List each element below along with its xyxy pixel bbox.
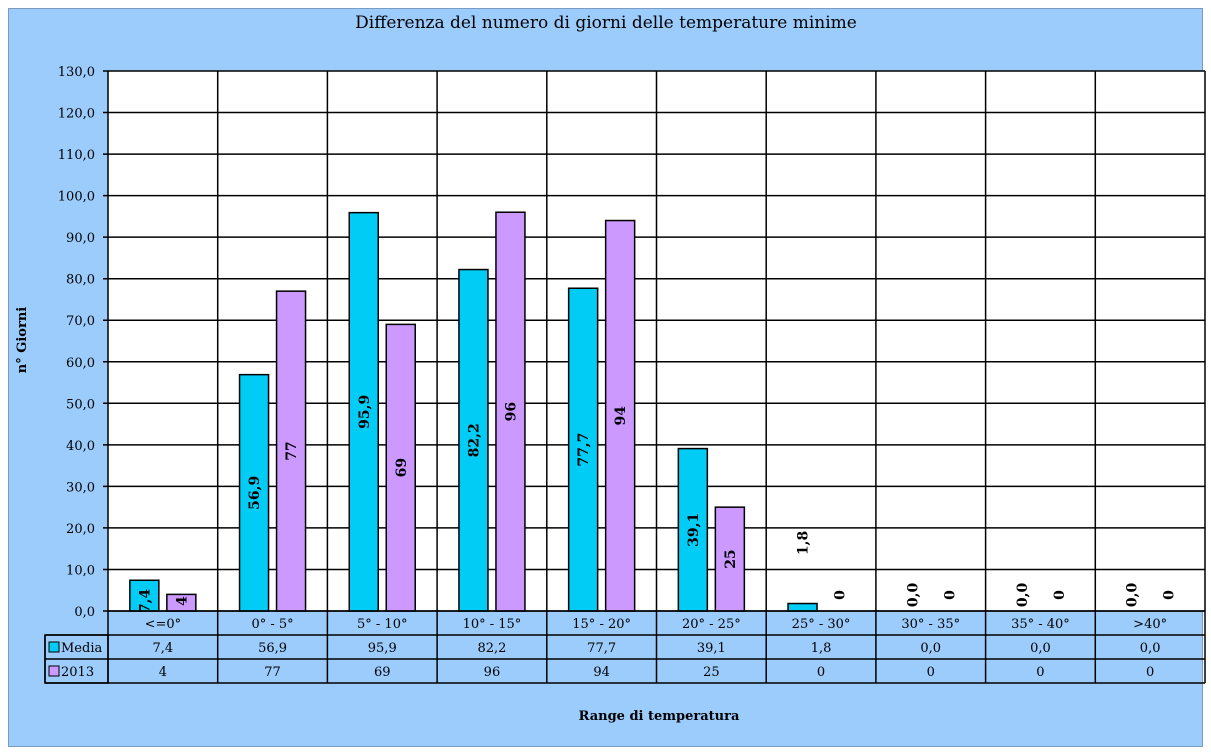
table-value: 39,1: [697, 641, 726, 656]
y-tick-label: 30,0: [66, 480, 95, 495]
data-label: 7,4: [137, 589, 153, 614]
table-value: 94: [593, 665, 610, 680]
data-label: 0: [1052, 590, 1068, 600]
data-label: 96: [503, 402, 519, 421]
table-value: 0,0: [1140, 641, 1161, 656]
data-label: 4: [174, 596, 190, 606]
data-label: 0,0: [1125, 583, 1141, 608]
data-label: 0: [942, 590, 958, 600]
x-axis-label: Range di temperatura: [579, 709, 740, 724]
table-value: 7,4: [153, 641, 174, 656]
table-value: 0: [1036, 665, 1044, 680]
data-label: 77: [284, 441, 300, 460]
y-tick-label: 40,0: [66, 439, 95, 454]
table-value: 77,7: [587, 641, 616, 656]
y-tick-label: 0,0: [74, 605, 95, 620]
table-value: 96: [484, 665, 501, 680]
x-tick-label: 30° - 35°: [901, 617, 960, 632]
table-value: 82,2: [477, 641, 506, 656]
x-tick-label: 35° - 40°: [1011, 617, 1070, 632]
bar-media: [677, 447, 709, 612]
data-label: 82,2: [466, 423, 482, 457]
y-tick-label: 70,0: [66, 314, 95, 329]
data-label: 0: [833, 590, 849, 600]
y-tick-label: 60,0: [66, 356, 95, 371]
y-tick-label: 120,0: [58, 107, 95, 122]
data-label: 1,8: [796, 531, 812, 555]
bar-2013: [714, 506, 746, 612]
table-value: 25: [703, 665, 720, 680]
x-tick-label: 0° - 5°: [251, 617, 293, 632]
bar-2013: [604, 219, 636, 612]
data-label: 0,0: [1015, 583, 1031, 608]
data-label: 69: [394, 458, 410, 477]
data-label: 56,9: [247, 476, 263, 510]
chart-title: Differenza del numero di giorni delle te…: [355, 13, 857, 33]
x-tick-label: 15° - 20°: [572, 617, 631, 632]
data-label: 39,1: [686, 513, 702, 547]
table-value: 77: [264, 665, 281, 680]
x-tick-label: 10° - 15°: [463, 617, 522, 632]
x-tick-label: 20° - 25°: [682, 617, 741, 632]
table-value: 4: [159, 665, 167, 680]
y-tick-label: 90,0: [66, 231, 95, 246]
table-value: 0,0: [920, 641, 941, 656]
x-tick-label: 5° - 10°: [357, 617, 407, 632]
bar-2013: [385, 323, 416, 612]
data-label: 0,0: [905, 583, 921, 608]
y-tick-label: 80,0: [66, 273, 95, 288]
table-value: 95,9: [368, 641, 397, 656]
y-tick-label: 10,0: [66, 563, 95, 578]
table-value: 0,0: [1030, 641, 1051, 656]
y-tick-label: 100,0: [58, 190, 95, 205]
y-tick-label: 20,0: [66, 522, 95, 537]
legend-swatch: [48, 665, 60, 677]
legend-series-name: Media: [61, 641, 102, 656]
table-value: 1,8: [811, 641, 832, 656]
table-value: 0: [927, 665, 935, 680]
data-label: 25: [723, 549, 739, 568]
table-value: 0: [1146, 665, 1154, 680]
data-label: 94: [613, 406, 629, 426]
y-tick-label: 50,0: [66, 397, 95, 412]
data-label: 77,7: [576, 433, 592, 467]
x-tick-label: 25° - 30°: [792, 617, 851, 632]
table-value: 69: [374, 665, 391, 680]
bar-media: [458, 268, 489, 612]
data-label: 0: [1162, 590, 1178, 600]
x-tick-label: >40°: [1133, 617, 1167, 632]
data-label: 95,9: [357, 395, 373, 429]
table-value: 56,9: [258, 641, 287, 656]
y-axis-label: n° Giorni: [15, 307, 30, 373]
legend-swatch: [48, 641, 60, 653]
bar-media: [567, 287, 599, 612]
y-tick-label: 110,0: [58, 148, 95, 163]
bar-media: [787, 602, 818, 612]
y-tick-label: 130,0: [58, 65, 95, 80]
x-tick-label: <=0°: [145, 617, 182, 632]
table-value: 0: [817, 665, 825, 680]
legend-series-name: 2013: [61, 665, 94, 680]
bar-2013: [275, 290, 307, 612]
bar-2013: [495, 211, 526, 612]
